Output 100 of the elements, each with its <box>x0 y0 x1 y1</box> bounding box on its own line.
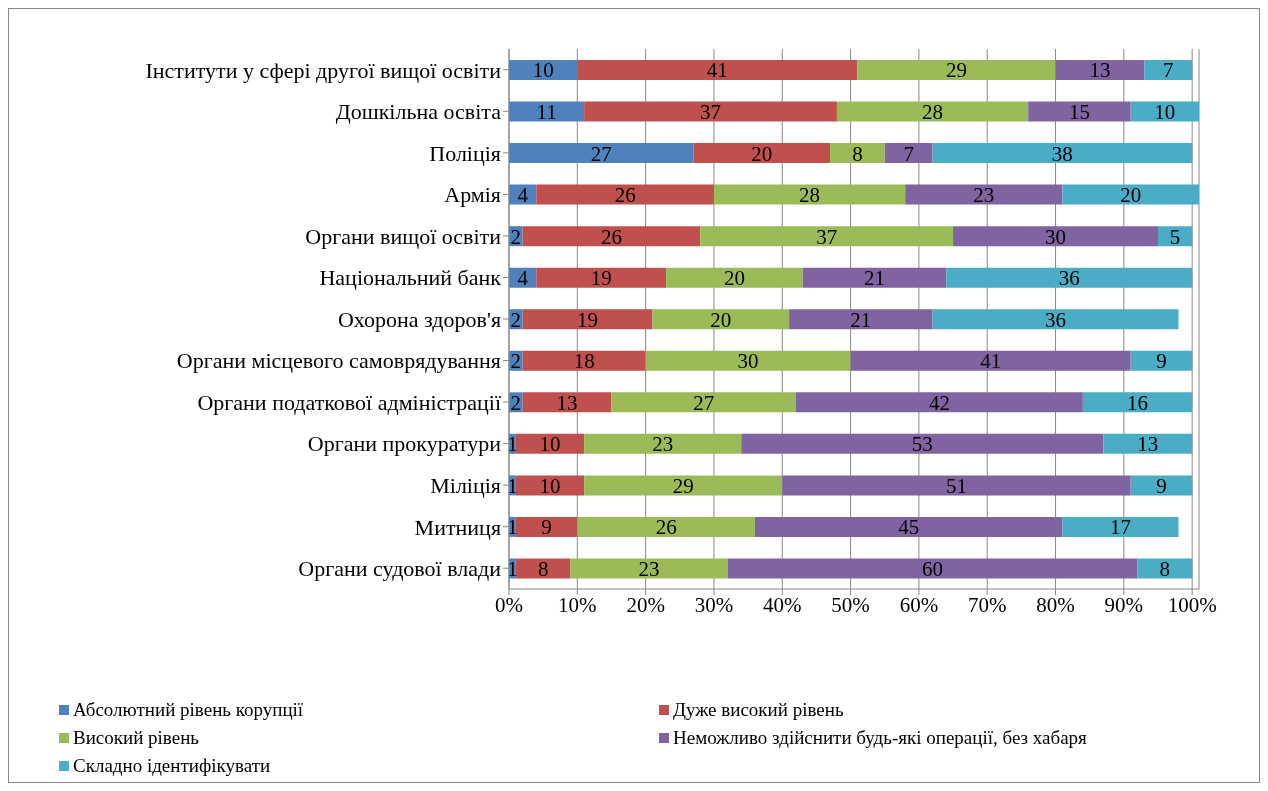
y-tick-label: Міліція <box>430 472 501 498</box>
bar <box>741 433 1104 454</box>
x-tick-label: 30% <box>694 592 734 617</box>
y-tick-label: Армія <box>444 182 501 208</box>
data-label: 19 <box>577 307 599 332</box>
legend-label: Складно ідентифікувати <box>73 755 271 777</box>
y-tick-label: Охорона здоров'я <box>337 306 501 332</box>
data-label: 53 <box>911 432 933 457</box>
y-tick-label: Митниця <box>414 514 501 540</box>
legend-label: Неможливо здійснити будь-які операції, без хабаря <box>673 727 1087 749</box>
data-label: 37 <box>816 224 838 249</box>
legend-label: Високий рівень <box>73 727 199 749</box>
data-label: 20 <box>723 266 745 291</box>
x-tick-label: 100% <box>1167 592 1217 617</box>
data-label: 26 <box>600 224 622 249</box>
bar <box>1062 516 1179 537</box>
bar <box>727 558 1138 579</box>
bar <box>789 309 933 330</box>
bar <box>953 226 1159 247</box>
data-label: 27 <box>590 141 612 166</box>
x-tick-label: 20% <box>626 592 665 617</box>
y-tick-label: Поліція <box>429 140 501 166</box>
bar <box>536 267 667 288</box>
bar <box>522 350 646 371</box>
bar <box>754 516 1063 537</box>
data-label: 4 <box>517 183 529 208</box>
x-tick-label: 80% <box>1036 592 1075 617</box>
data-label: 21 <box>864 266 885 291</box>
bar <box>700 226 954 247</box>
data-label: 13 <box>556 390 578 415</box>
data-label: 23 <box>638 556 660 581</box>
data-label: 7 <box>1163 58 1174 83</box>
x-tick-label: 10% <box>558 592 597 617</box>
data-label: 11 <box>536 99 557 124</box>
data-label: 30 <box>1045 224 1067 249</box>
y-tick-label: Національний банк <box>319 265 502 291</box>
data-label: 27 <box>693 390 715 415</box>
bar <box>645 350 851 371</box>
bar <box>509 101 585 122</box>
data-label: 4 <box>517 266 529 291</box>
data-label: 41 <box>980 349 1002 374</box>
data-label: 16 <box>1127 390 1149 415</box>
data-label: 7 <box>903 141 914 166</box>
data-label: 29 <box>672 473 694 498</box>
data-label: 20 <box>710 307 732 332</box>
data-label: 2 <box>510 307 522 332</box>
bar <box>652 309 790 330</box>
data-label: 8 <box>1159 556 1171 581</box>
y-tick-label: Дошкільна освіта <box>335 99 502 125</box>
x-tick-label: 70% <box>967 592 1007 617</box>
bar <box>522 309 653 330</box>
data-label: 28 <box>799 183 821 208</box>
bar <box>509 143 694 164</box>
bar <box>830 143 885 164</box>
bar <box>522 392 612 413</box>
bar <box>577 60 858 80</box>
bar <box>932 309 1179 330</box>
bar <box>1130 101 1199 122</box>
y-tick-label: Органи прокуратури <box>307 431 502 457</box>
data-label: 30 <box>737 349 759 374</box>
bar <box>1055 60 1145 80</box>
data-label: 18 <box>573 349 595 374</box>
data-label: 26 <box>614 183 636 208</box>
bar <box>884 143 933 164</box>
bar <box>782 475 1131 496</box>
bar <box>570 558 728 579</box>
bar <box>666 267 803 288</box>
y-tick-label: Інститути у сфері другої вищої освіти <box>145 57 502 83</box>
bar <box>577 516 755 537</box>
data-label: 5 <box>1169 224 1181 249</box>
bar <box>802 267 947 288</box>
bar <box>515 558 571 579</box>
y-tick-label: Органи місцевого самоврядування <box>176 348 501 374</box>
bar <box>584 101 837 122</box>
bar <box>515 433 585 454</box>
bar <box>611 392 796 413</box>
data-label: 13 <box>1137 432 1159 457</box>
data-label: 10 <box>1154 99 1176 124</box>
data-label: 36 <box>1058 266 1080 291</box>
data-label: 13 <box>1089 58 1111 83</box>
bar <box>1062 184 1199 205</box>
data-label: 21 <box>850 307 872 332</box>
data-label: 10 <box>539 432 561 457</box>
x-tick-label: 0% <box>495 592 523 617</box>
bar <box>713 184 906 205</box>
data-label: 8 <box>852 141 863 166</box>
data-label: 2 <box>510 390 522 415</box>
x-tick-label: 60% <box>899 592 939 617</box>
data-label: 28 <box>922 99 944 124</box>
bar <box>515 475 585 496</box>
bar <box>522 226 701 247</box>
bar <box>946 267 1193 288</box>
data-label: 38 <box>1051 141 1073 166</box>
bar <box>693 143 831 164</box>
data-label: 10 <box>539 473 561 498</box>
data-label: 8 <box>537 556 549 581</box>
data-label: 51 <box>945 473 967 498</box>
data-label: 23 <box>973 183 995 208</box>
data-label: 20 <box>751 141 773 166</box>
data-label: 23 <box>652 432 674 457</box>
